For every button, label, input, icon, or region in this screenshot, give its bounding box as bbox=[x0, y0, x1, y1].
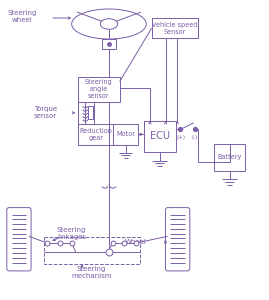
Text: ECU: ECU bbox=[150, 131, 170, 141]
Text: Steering
angle
sensor: Steering angle sensor bbox=[85, 79, 113, 99]
Text: Steering
linkages: Steering linkages bbox=[57, 227, 86, 240]
Text: Torque
sensor: Torque sensor bbox=[34, 106, 57, 119]
Bar bbox=[78, 76, 120, 102]
Text: Steering
mechanism: Steering mechanism bbox=[71, 266, 112, 279]
Text: Vehicle speed
Sensor: Vehicle speed Sensor bbox=[152, 22, 198, 35]
Text: Steering
wheel: Steering wheel bbox=[8, 10, 37, 23]
Text: (+): (+) bbox=[176, 135, 186, 140]
Bar bbox=[113, 124, 138, 145]
Text: Reduction
gear: Reduction gear bbox=[79, 128, 112, 141]
Ellipse shape bbox=[100, 19, 118, 29]
Text: (-): (-) bbox=[192, 135, 198, 140]
Bar bbox=[102, 39, 116, 49]
Bar bbox=[44, 237, 140, 264]
Bar bbox=[88, 106, 93, 119]
Ellipse shape bbox=[72, 9, 146, 39]
Text: Motor: Motor bbox=[116, 131, 135, 137]
Text: Battery: Battery bbox=[217, 154, 242, 160]
Text: Wheel: Wheel bbox=[125, 239, 146, 245]
Bar bbox=[78, 102, 94, 124]
Bar bbox=[144, 121, 176, 152]
Bar bbox=[152, 18, 198, 38]
Bar bbox=[78, 124, 113, 145]
Bar bbox=[214, 144, 245, 171]
